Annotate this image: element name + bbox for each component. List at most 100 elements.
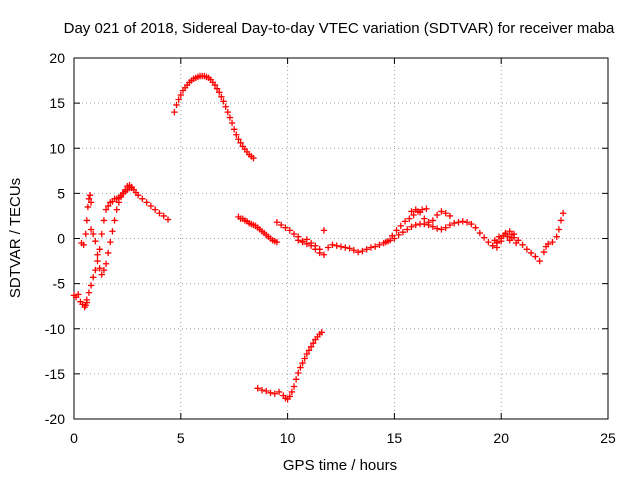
data-point — [282, 224, 289, 231]
data-point — [468, 220, 475, 228]
data-point — [273, 238, 281, 246]
data-series-arc-d — [87, 182, 135, 278]
data-point — [177, 91, 184, 99]
data-series-arc-m — [491, 228, 520, 247]
data-point — [337, 243, 345, 250]
data-point — [156, 210, 163, 217]
data-point — [220, 98, 227, 105]
data-point — [84, 203, 92, 211]
data-point — [98, 230, 105, 238]
data-point — [429, 217, 437, 224]
x-axis-label: GPS time / hours — [283, 457, 397, 474]
data-point — [412, 221, 419, 229]
data-point — [423, 205, 430, 212]
data-series-arc-h — [273, 205, 430, 258]
x-tick-label: 25 — [600, 430, 616, 446]
data-point — [237, 139, 244, 147]
data-point — [397, 222, 405, 230]
data-point — [160, 212, 167, 220]
data-point — [523, 246, 531, 253]
data-point — [107, 238, 114, 246]
data-point — [451, 219, 458, 227]
data-point — [455, 219, 462, 226]
data-point — [213, 85, 221, 92]
y-tick-label: -5 — [53, 276, 66, 292]
data-point — [429, 223, 437, 230]
data-point — [489, 242, 496, 249]
data-point — [104, 202, 112, 210]
data-point — [134, 191, 142, 199]
data-point — [233, 131, 240, 138]
y-tick-label: 10 — [49, 140, 65, 156]
data-point — [263, 387, 270, 395]
data-point — [472, 224, 479, 231]
data-point — [324, 244, 332, 251]
data-series-arc-k — [408, 206, 454, 226]
data-point — [391, 235, 398, 242]
data-point — [406, 215, 413, 222]
data-point — [410, 211, 417, 219]
data-point — [117, 193, 125, 201]
data-point — [303, 350, 311, 358]
data-point — [267, 389, 274, 397]
data-point — [480, 234, 488, 241]
data-point — [299, 238, 306, 246]
data-point — [250, 154, 257, 162]
data-point — [312, 242, 319, 249]
x-tick-label: 5 — [177, 430, 185, 446]
data-point — [102, 206, 110, 213]
data-point — [506, 228, 513, 235]
data-point — [85, 289, 93, 296]
data-point — [512, 239, 520, 247]
data-point — [111, 217, 118, 224]
data-point — [87, 226, 95, 233]
data-point — [316, 246, 323, 253]
data-point — [408, 208, 415, 215]
data-point — [342, 244, 349, 251]
data-point — [359, 247, 366, 255]
data-point — [557, 217, 565, 224]
data-series-arc-e — [171, 72, 257, 162]
data-point — [254, 385, 261, 392]
data-point — [459, 218, 466, 225]
y-ticks: -20 -15 -10 -5 0 5 10 15 20 — [45, 50, 608, 427]
data-point — [277, 221, 285, 229]
x-tick-label: 15 — [387, 430, 403, 446]
data-point — [555, 226, 563, 233]
data-point — [329, 241, 336, 249]
data-series-arc-l — [489, 210, 567, 265]
data-point — [80, 241, 87, 249]
chart-title: Day 021 of 2018, Sidereal Day-to-day VTE… — [64, 20, 615, 37]
y-axis-label: SDTVAR / TECUs — [7, 178, 24, 298]
data-point — [393, 227, 400, 234]
data-point — [354, 248, 362, 256]
data-point — [416, 209, 424, 216]
data-point — [363, 246, 370, 253]
data-point — [224, 108, 231, 116]
data-point — [275, 388, 283, 396]
data-point — [171, 108, 178, 116]
data-point — [446, 221, 454, 229]
data-point — [228, 119, 236, 127]
data-point — [100, 217, 108, 224]
data-point — [307, 239, 315, 247]
data-point — [476, 229, 484, 237]
data-point — [536, 257, 543, 265]
data-point — [549, 238, 556, 246]
x-tick-label: 10 — [280, 430, 296, 446]
data-point — [271, 390, 278, 397]
data-marks — [70, 72, 567, 403]
data-point — [147, 202, 155, 210]
data-point — [290, 383, 298, 390]
data-point — [235, 136, 242, 143]
x-tick-label: 20 — [493, 430, 509, 446]
data-point — [295, 369, 302, 377]
data-point — [433, 225, 441, 232]
data-point — [222, 103, 229, 110]
data-point — [412, 206, 419, 213]
data-series-arc-b — [78, 191, 95, 249]
data-point — [401, 218, 409, 225]
data-point — [218, 93, 225, 101]
data-point — [83, 296, 91, 304]
